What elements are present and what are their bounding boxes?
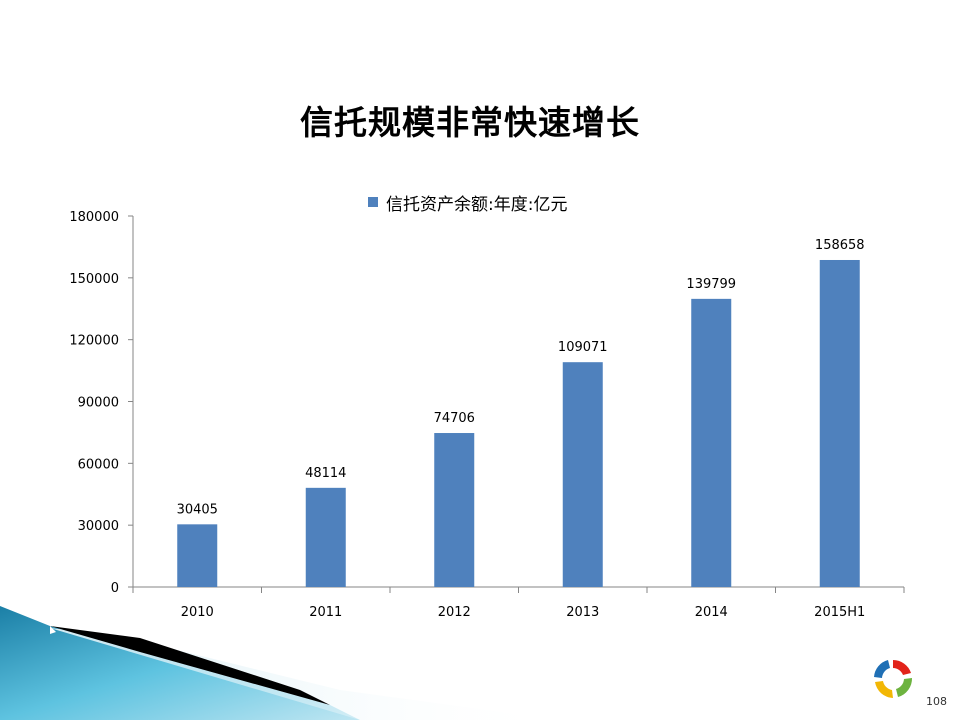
bar bbox=[691, 298, 732, 587]
bar bbox=[177, 524, 218, 587]
y-tick-label: 0 bbox=[111, 581, 119, 596]
x-tick-label: 2014 bbox=[695, 605, 728, 620]
x-tick-label: 2011 bbox=[309, 605, 342, 620]
bar-value-label: 74706 bbox=[434, 411, 475, 426]
company-logo-icon bbox=[874, 660, 913, 698]
y-tick-label: 180000 bbox=[69, 210, 119, 225]
bar-value-label: 109071 bbox=[558, 340, 608, 355]
x-tick-label: 2013 bbox=[566, 605, 599, 620]
y-tick-label: 60000 bbox=[78, 457, 119, 472]
bar bbox=[819, 259, 860, 587]
page-number: 108 bbox=[926, 695, 947, 708]
y-tick-label: 150000 bbox=[69, 272, 119, 287]
bar bbox=[434, 433, 475, 587]
bar bbox=[305, 487, 346, 587]
bar-value-label: 139799 bbox=[686, 277, 736, 292]
bar bbox=[562, 362, 603, 587]
bar-value-label: 158658 bbox=[815, 238, 865, 253]
x-tick-label: 2012 bbox=[438, 605, 471, 620]
slide-title: 信托规模非常快速增长 bbox=[300, 103, 640, 142]
y-tick-label: 30000 bbox=[78, 519, 119, 534]
y-tick-label: 90000 bbox=[78, 396, 119, 411]
bar-value-label: 48114 bbox=[305, 466, 346, 481]
chart-legend: 信托资产余额:年度:亿元 bbox=[368, 190, 568, 215]
legend-swatch bbox=[368, 197, 378, 207]
x-tick-label: 2015H1 bbox=[814, 605, 865, 620]
bar-value-label: 30405 bbox=[177, 502, 218, 517]
x-tick-label: 2010 bbox=[181, 605, 214, 620]
y-tick-label: 120000 bbox=[69, 334, 119, 349]
legend-label: 信托资产余额:年度:亿元 bbox=[386, 194, 568, 215]
